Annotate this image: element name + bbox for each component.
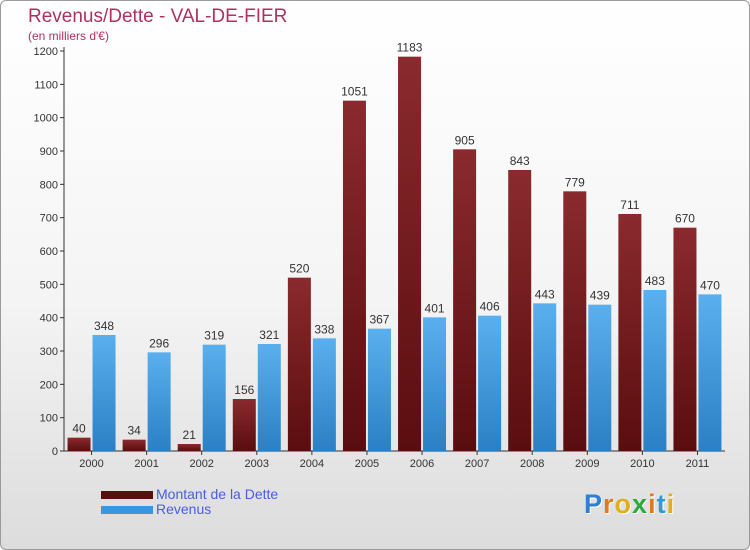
revenue-bar: [367, 328, 391, 451]
y-tick-label: 600: [40, 246, 58, 258]
legend-label-revenue: Revenus: [156, 501, 212, 517]
proxiti-logo: Proxiti: [584, 489, 675, 520]
debt-bar: [563, 191, 587, 452]
y-tick-label: 200: [40, 379, 58, 391]
revenue-value-label: 319: [204, 329, 224, 343]
logo-letter: i: [666, 489, 676, 519]
debt-value-label: 1051: [341, 85, 368, 99]
x-tick-label: 2011: [686, 458, 710, 470]
logo-letter: i: [648, 489, 657, 519]
x-tick-label: 2005: [355, 458, 379, 470]
y-tick-label: 1100: [34, 79, 58, 91]
y-tick-label: 1000: [34, 113, 58, 125]
debt-bar: [287, 277, 311, 451]
revenue-value-label: 443: [535, 287, 555, 301]
debt-value-label: 21: [183, 428, 197, 442]
revenue-bar: [202, 344, 226, 451]
y-tick-label: 1200: [34, 46, 58, 58]
debt-value-label: 779: [565, 175, 585, 189]
x-tick-label: 2006: [410, 458, 434, 470]
debt-value-label: 34: [127, 424, 141, 438]
y-tick-label: 0: [52, 446, 58, 458]
legend-swatch-revenue: [101, 506, 153, 514]
x-tick-label: 2003: [245, 458, 269, 470]
logo-letter: t: [656, 489, 667, 519]
x-tick-label: 2000: [79, 458, 103, 470]
revenue-value-label: 483: [645, 274, 665, 288]
x-tick-label: 2007: [465, 458, 489, 470]
revenue-bar: [478, 315, 502, 451]
revenue-bar: [533, 303, 557, 451]
logo-letter: o: [614, 489, 633, 519]
chart-title: Revenus/Dette - VAL-DE-FIER: [28, 6, 288, 27]
revenue-value-label: 406: [480, 300, 500, 314]
legend-swatch-debt: [101, 491, 153, 499]
revenue-bar: [257, 344, 281, 451]
debt-value-label: 520: [289, 262, 309, 276]
x-tick-label: 2008: [520, 458, 544, 470]
debt-value-label: 1183: [397, 41, 423, 55]
debt-bar: [398, 56, 422, 452]
y-tick-label: 500: [40, 279, 58, 291]
debt-bar: [232, 399, 256, 451]
debt-bar: [122, 439, 146, 451]
debt-value-label: 156: [234, 383, 254, 397]
logo-letter: r: [603, 489, 615, 519]
x-tick-label: 2004: [300, 458, 324, 470]
x-tick-label: 2002: [189, 458, 213, 470]
debt-value-label: 40: [72, 422, 86, 436]
revenue-value-label: 321: [259, 328, 279, 342]
revenue-value-label: 439: [590, 289, 610, 303]
debt-bar: [673, 227, 697, 451]
logo-letter: x: [632, 489, 649, 519]
debt-value-label: 905: [455, 133, 475, 147]
debt-bar: [177, 444, 201, 451]
legend-label-debt: Montant de la Dette: [156, 486, 279, 502]
revenue-value-label: 401: [425, 301, 445, 315]
revenue-bar: [312, 338, 336, 451]
debt-bar: [342, 100, 366, 452]
debt-value-label: 670: [675, 212, 695, 226]
revenue-value-label: 470: [700, 278, 720, 292]
revenue-bar: [147, 352, 171, 451]
x-tick-label: 2010: [630, 458, 654, 470]
revenue-bar: [423, 317, 447, 451]
y-tick-label: 400: [40, 313, 58, 325]
y-tick-label: 300: [40, 346, 58, 358]
revenue-value-label: 296: [149, 336, 169, 350]
debt-bar: [453, 149, 477, 452]
revenue-bar: [698, 294, 722, 451]
revenue-value-label: 348: [94, 319, 114, 333]
debt-bar: [508, 170, 532, 451]
logo-letter: P: [584, 489, 604, 519]
debt-bar: [67, 437, 91, 451]
y-tick-label: 800: [40, 179, 58, 191]
chart-subtitle: (en milliers d'€): [28, 29, 109, 43]
y-tick-label: 100: [40, 413, 58, 425]
debt-value-label: 711: [620, 198, 639, 212]
y-tick-label: 700: [40, 213, 58, 225]
x-tick-label: 2001: [134, 458, 158, 470]
revenue-bar: [588, 304, 612, 451]
revenue-bar: [92, 335, 116, 451]
x-tick-label: 2009: [575, 458, 599, 470]
revenue-bar: [643, 290, 667, 451]
revenue-value-label: 367: [369, 313, 389, 327]
debt-value-label: 843: [510, 154, 530, 168]
y-tick-label: 900: [40, 146, 58, 158]
debt-bar: [618, 214, 642, 451]
revenue-value-label: 338: [314, 322, 334, 336]
